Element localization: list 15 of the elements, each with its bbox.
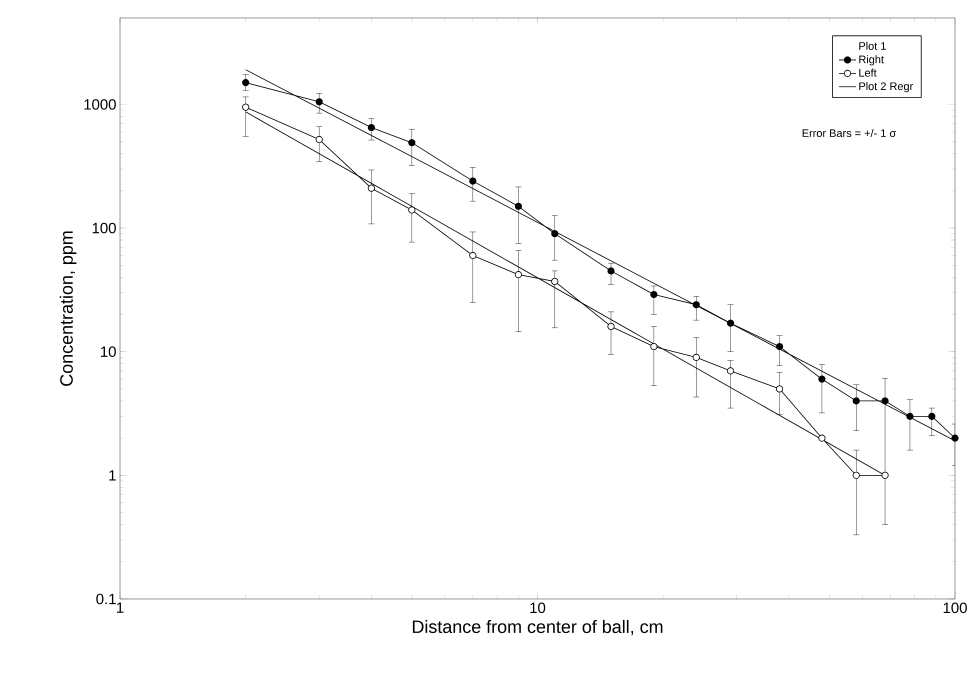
annotation: Error Bars = +/- 1 σ bbox=[802, 128, 896, 138]
x-tick-label: 10 bbox=[530, 602, 546, 614]
legend-label: Right bbox=[859, 55, 884, 66]
legend-label: Left bbox=[859, 68, 877, 77]
y-tick-label: 10 bbox=[101, 346, 116, 357]
y-tick-label: 1 bbox=[109, 470, 116, 480]
y-axis-title: Concentration, ppm bbox=[60, 231, 76, 386]
x-tick-label: 100 bbox=[944, 602, 967, 614]
legend-label: Plot 2 Regr bbox=[859, 82, 914, 92]
y-tick-label: 0.1 bbox=[96, 594, 116, 604]
y-tick-label: 100 bbox=[92, 222, 116, 234]
x-axis-title: Distance from center of ball, cm bbox=[412, 620, 662, 636]
y-tick-label: 1000 bbox=[84, 99, 116, 110]
x-tick-label: 1 bbox=[116, 602, 124, 613]
legend-title: Plot 1 bbox=[859, 42, 886, 50]
